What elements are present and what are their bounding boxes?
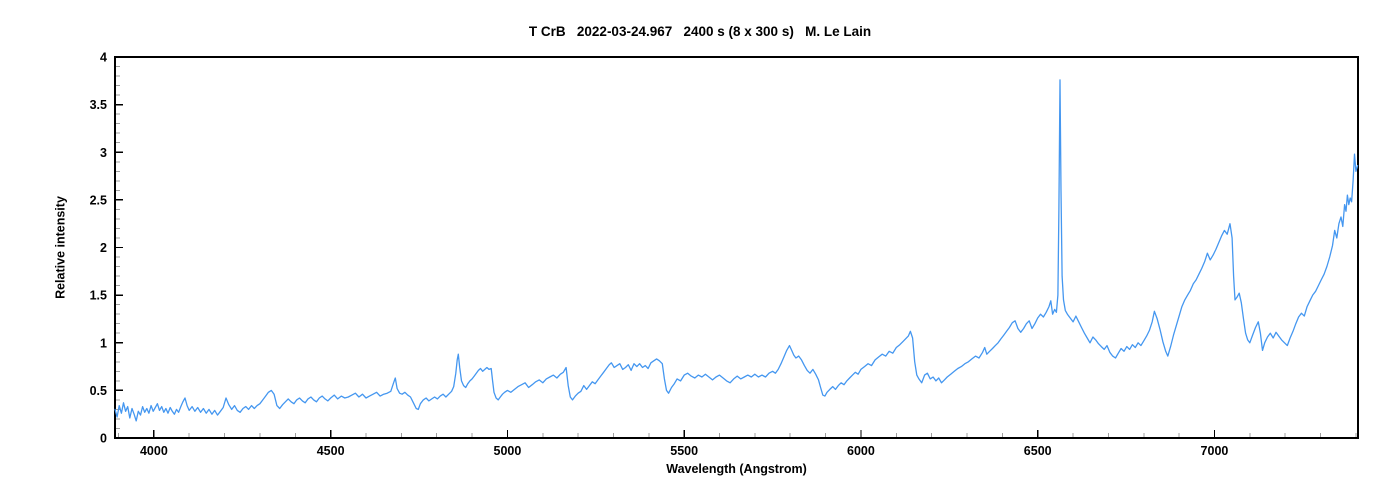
x-tick-label: 4000 bbox=[140, 444, 168, 458]
x-tick-label: 5000 bbox=[494, 444, 522, 458]
y-tick-label: 3.5 bbox=[90, 98, 107, 112]
spectrum-line bbox=[114, 79, 1359, 422]
y-tick-label: 2.5 bbox=[90, 193, 107, 207]
y-tick-label: 1.5 bbox=[90, 289, 107, 303]
y-tick-label: 1 bbox=[100, 336, 107, 350]
plot-border bbox=[114, 56, 1359, 439]
x-tick-label: 4500 bbox=[317, 444, 345, 458]
x-tick-label: 7000 bbox=[1201, 444, 1229, 458]
y-tick-label: 3 bbox=[100, 146, 107, 160]
x-tick-label: 6500 bbox=[1024, 444, 1052, 458]
x-tick-label: 5500 bbox=[670, 444, 698, 458]
x-tick-label: 6000 bbox=[847, 444, 875, 458]
y-tick-label: 0.5 bbox=[90, 384, 107, 398]
chart-title: T CrB 2022-03-24.967 2400 s (8 x 300 s) … bbox=[528, 24, 872, 39]
y-tick-label: 0 bbox=[100, 432, 107, 446]
x-axis-title: Wavelength (Angstrom) bbox=[666, 462, 807, 476]
y-tick-label: 2 bbox=[100, 241, 107, 255]
y-tick-label: 4 bbox=[100, 51, 107, 65]
y-axis-title: Relative intensity bbox=[53, 196, 68, 299]
